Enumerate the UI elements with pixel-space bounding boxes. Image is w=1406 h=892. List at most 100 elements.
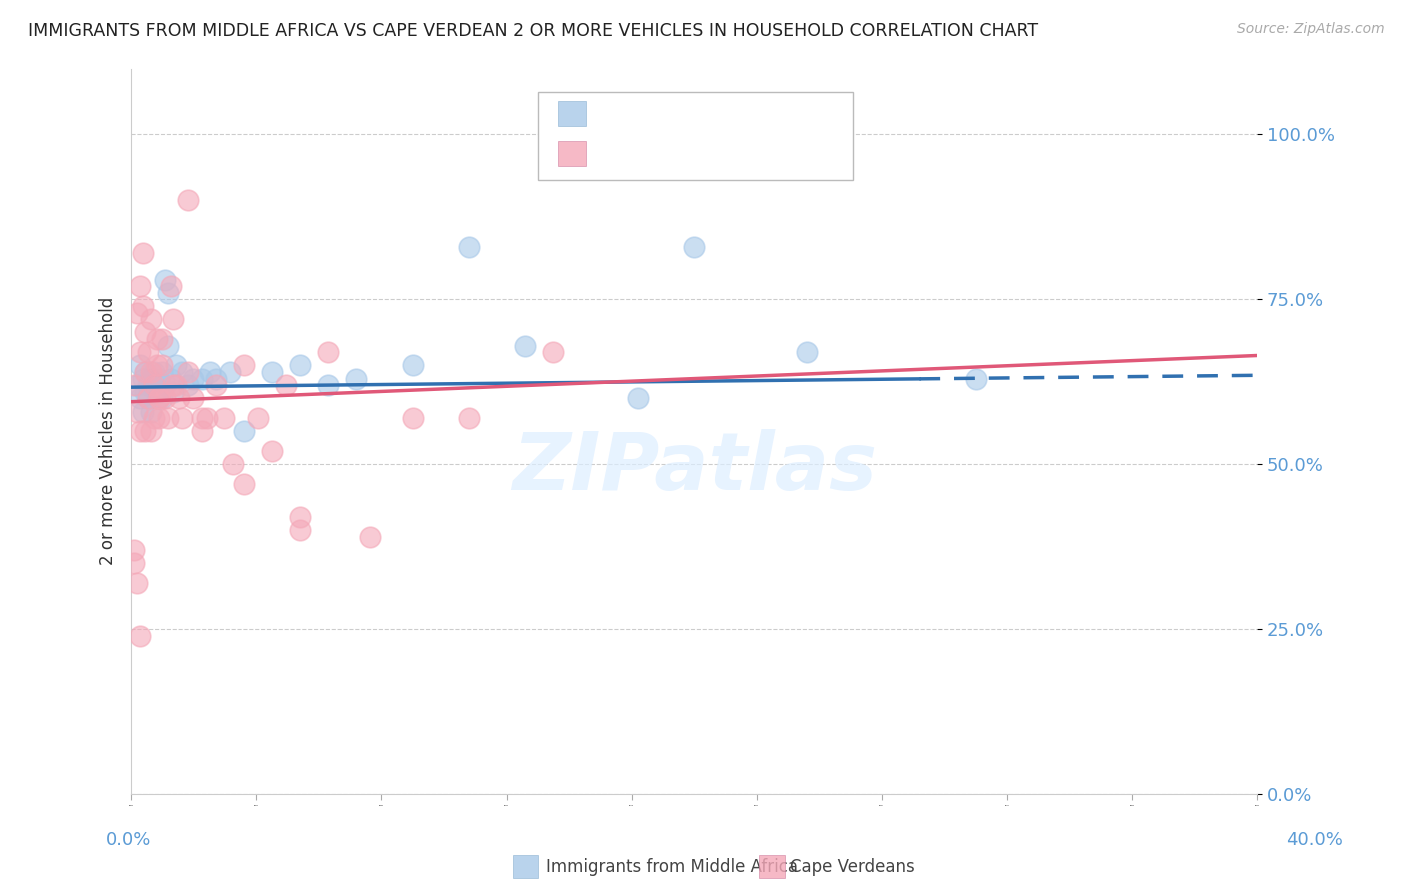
Point: [134, 425, 156, 439]
Point: [170, 411, 193, 425]
Point: [125, 378, 148, 392]
Point: [165, 378, 187, 392]
Point: [139, 425, 162, 439]
Point: [142, 378, 165, 392]
Point: [134, 384, 156, 399]
Point: [128, 629, 150, 643]
Point: [683, 240, 706, 254]
Point: [190, 411, 212, 425]
Point: [136, 392, 159, 406]
Point: [159, 279, 181, 293]
Point: [965, 371, 987, 385]
Point: [139, 371, 162, 385]
Point: [344, 371, 367, 385]
Point: [260, 365, 283, 379]
Point: [190, 371, 212, 385]
Point: [232, 477, 254, 491]
Text: R =  0.134  N = 58: R = 0.134 N = 58: [600, 145, 770, 162]
Point: [316, 378, 339, 392]
Point: [627, 392, 650, 406]
Point: [359, 530, 381, 544]
Point: [288, 524, 311, 538]
Point: [145, 378, 167, 392]
Point: [150, 359, 173, 373]
Text: IMMIGRANTS FROM MIDDLE AFRICA VS CAPE VERDEAN 2 OR MORE VEHICLES IN HOUSEHOLD CO: IMMIGRANTS FROM MIDDLE AFRICA VS CAPE VE…: [28, 22, 1038, 40]
Point: [153, 272, 176, 286]
Point: [122, 543, 145, 558]
Point: [142, 378, 165, 392]
Point: [260, 444, 283, 458]
Point: [136, 345, 159, 359]
Point: [159, 371, 181, 385]
Point: [181, 371, 204, 385]
Point: [515, 338, 537, 352]
Point: [246, 411, 269, 425]
Point: [204, 378, 226, 392]
Point: [232, 425, 254, 439]
Point: [402, 411, 425, 425]
Point: [150, 365, 173, 379]
Point: [122, 378, 145, 392]
Point: [162, 384, 184, 399]
Point: [148, 371, 170, 385]
Point: [125, 404, 148, 418]
Point: [156, 338, 179, 352]
Point: [170, 365, 193, 379]
Point: [148, 392, 170, 406]
Point: [458, 411, 481, 425]
Point: [128, 425, 150, 439]
Point: [458, 240, 481, 254]
Point: [167, 392, 190, 406]
Point: [125, 576, 148, 591]
Point: [139, 365, 162, 379]
Point: [145, 392, 167, 406]
Point: [150, 392, 173, 406]
Text: 40.0%: 40.0%: [1286, 831, 1343, 849]
Point: [181, 392, 204, 406]
Point: [212, 411, 235, 425]
Point: [288, 510, 311, 524]
Text: R = 0.052  N = 45: R = 0.052 N = 45: [600, 104, 765, 122]
Point: [156, 411, 179, 425]
Point: [232, 359, 254, 373]
Point: [288, 359, 311, 373]
Point: [148, 392, 170, 406]
Point: [162, 378, 184, 392]
Point: [128, 392, 150, 406]
Point: [139, 312, 162, 326]
Point: [274, 378, 297, 392]
Point: [162, 312, 184, 326]
Text: 0.0%: 0.0%: [105, 831, 150, 849]
Point: [145, 359, 167, 373]
Point: [136, 378, 159, 392]
Text: ZIPatlas: ZIPatlas: [512, 429, 877, 507]
Point: [150, 332, 173, 346]
Point: [402, 359, 425, 373]
Point: [128, 279, 150, 293]
Point: [316, 345, 339, 359]
Point: [128, 359, 150, 373]
Point: [134, 326, 156, 340]
Text: Cape Verdeans: Cape Verdeans: [790, 857, 915, 876]
Point: [190, 425, 212, 439]
Point: [139, 404, 162, 418]
Point: [165, 359, 187, 373]
Point: [198, 365, 221, 379]
Point: [218, 365, 240, 379]
Point: [122, 557, 145, 571]
Point: [131, 404, 153, 418]
Text: Source: ZipAtlas.com: Source: ZipAtlas.com: [1237, 22, 1385, 37]
Point: [176, 365, 198, 379]
Point: [128, 345, 150, 359]
Point: [131, 246, 153, 260]
Point: [153, 392, 176, 406]
Point: [131, 299, 153, 313]
Point: [195, 411, 218, 425]
Point: [134, 365, 156, 379]
Point: [142, 365, 165, 379]
Point: [142, 411, 165, 425]
Y-axis label: 2 or more Vehicles in Household: 2 or more Vehicles in Household: [100, 297, 117, 566]
Point: [125, 305, 148, 319]
Point: [131, 371, 153, 385]
Text: Immigrants from Middle Africa: Immigrants from Middle Africa: [546, 857, 797, 876]
